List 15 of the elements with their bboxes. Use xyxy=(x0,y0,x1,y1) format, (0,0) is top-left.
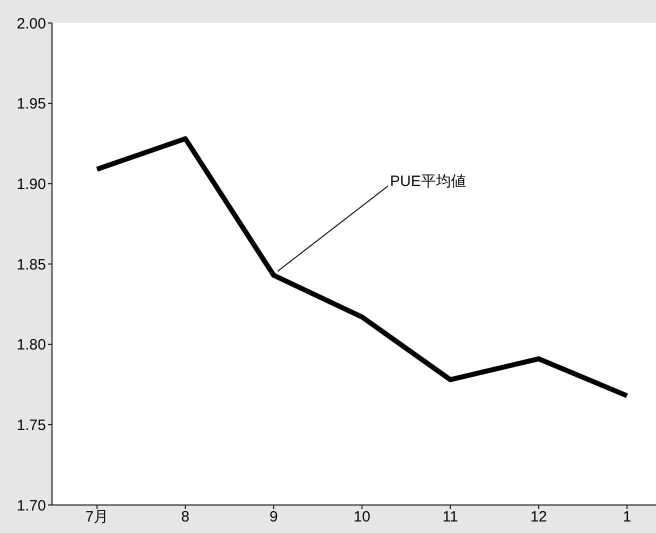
x-tick-label: 1 xyxy=(622,508,632,526)
y-tick-label: 1.85 xyxy=(16,256,46,274)
annotation: PUE平均値 xyxy=(390,172,466,191)
y-tick-label: 1.80 xyxy=(16,336,46,354)
y-tick-label: 1.95 xyxy=(16,96,46,113)
x-tick-label: 8 xyxy=(181,508,190,526)
x-tick-label: 9 xyxy=(269,508,278,526)
x-tick-label: 10 xyxy=(354,508,370,526)
x-tick-label: 7月 xyxy=(85,508,109,526)
y-tick-label: 1.90 xyxy=(16,176,46,193)
x-tick-label: 12 xyxy=(530,508,548,526)
x-tick-label: 11 xyxy=(442,508,458,526)
y-tick-label: 1.70 xyxy=(16,497,46,514)
y-tick-label: 2.00 xyxy=(16,15,46,32)
y-tick-label: 1.75 xyxy=(16,416,46,434)
